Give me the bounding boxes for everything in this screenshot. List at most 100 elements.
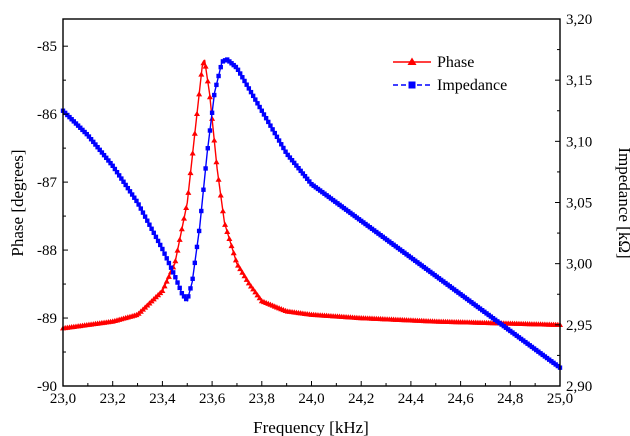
data-point: [196, 228, 202, 234]
data-point: [237, 71, 243, 76]
data-point: [302, 173, 308, 179]
data-point: [185, 189, 192, 195]
data-point: [192, 260, 198, 266]
y-left-tick-label: -85: [37, 39, 57, 55]
y-right-tick-label: 3,20: [566, 12, 592, 28]
data-point: [129, 192, 135, 197]
data-point: [232, 257, 239, 263]
data-point: [204, 78, 211, 84]
data-point: [239, 269, 246, 275]
data-point: [201, 187, 206, 192]
x-tick-label: 25,0: [547, 391, 573, 407]
x-tick-label: 24,4: [398, 391, 425, 407]
legend-impedance-square-icon: [408, 81, 416, 89]
x-tick-label: 23,0: [50, 391, 76, 407]
data-point: [178, 226, 185, 232]
data-point: [298, 168, 303, 174]
data-point: [101, 152, 107, 158]
data-point: [244, 82, 249, 87]
data-point: [161, 283, 168, 289]
data-point: [256, 295, 263, 301]
data-point: [194, 244, 200, 250]
data-point: [237, 265, 244, 272]
data-point: [200, 60, 207, 66]
data-point: [187, 169, 194, 176]
y-left-tick-label: -90: [37, 379, 57, 395]
data-point: [235, 262, 242, 268]
data-point: [163, 278, 170, 284]
x-tick-label: 23,2: [100, 391, 126, 407]
data-point: [165, 273, 172, 279]
data-point: [159, 287, 166, 294]
x-axis-title: Frequency [kHz]: [253, 418, 369, 436]
data-point: [136, 202, 141, 207]
legend-phase-label: Phase: [437, 54, 474, 71]
data-point: [216, 73, 221, 79]
data-point: [212, 92, 217, 98]
x-tick-label: 23,6: [199, 391, 226, 407]
y-left-tick-label: -86: [37, 107, 57, 123]
data-point: [255, 101, 260, 106]
data-point: [145, 218, 150, 223]
data-point: [248, 89, 254, 95]
data-point: [173, 275, 178, 280]
data-point: [287, 155, 293, 160]
data-point: [215, 176, 222, 182]
x-tick-label: 24,6: [447, 391, 474, 407]
data-point: [181, 294, 187, 299]
data-point: [153, 234, 159, 240]
data-point: [266, 119, 271, 125]
data-point: [179, 290, 185, 296]
data-point: [199, 208, 204, 214]
data-point: [257, 104, 262, 110]
series-line: [62, 58, 561, 369]
y-left-tick-label: -87: [37, 175, 57, 191]
data-point: [158, 242, 163, 248]
data-point: [84, 131, 89, 137]
data-point: [155, 238, 161, 244]
data-point: [263, 115, 269, 121]
data-point: [119, 176, 124, 181]
data-point: [252, 289, 259, 295]
data-point: [268, 123, 273, 128]
x-tick-label: 24,0: [298, 391, 324, 407]
data-point: [177, 285, 182, 291]
data-point: [188, 286, 193, 291]
data-point: [209, 110, 215, 115]
data-point: [281, 145, 286, 151]
data-point: [171, 270, 176, 275]
y-right-tick-label: 3,00: [566, 257, 592, 273]
data-point: [193, 110, 200, 117]
data-point: [205, 146, 210, 151]
x-tick-label: 23,8: [249, 391, 275, 407]
data-point: [211, 137, 218, 143]
data-point: [240, 75, 245, 80]
data-point: [196, 91, 203, 97]
data-point: [121, 179, 126, 184]
data-point: [181, 215, 188, 221]
data-point: [186, 294, 191, 299]
data-point: [259, 108, 264, 113]
data-point: [214, 82, 219, 88]
data-point: [296, 165, 301, 171]
data-point: [147, 222, 152, 227]
data-point: [235, 67, 241, 72]
y-right-tick-label: 2,95: [566, 318, 592, 334]
x-tick-label: 24,8: [497, 391, 523, 407]
data-point: [172, 258, 179, 264]
data-point: [276, 138, 282, 143]
data-point: [183, 296, 189, 302]
data-point: [230, 250, 237, 256]
y-right-tick-label: 2,90: [566, 379, 592, 395]
series-phase: [60, 59, 563, 331]
data-point: [123, 182, 128, 188]
y-left-tick-label: -88: [37, 243, 57, 259]
legend: Phase Impedance: [393, 54, 507, 94]
data-point: [125, 185, 131, 191]
data-point: [132, 195, 137, 200]
data-point: [304, 176, 310, 182]
series-line: [62, 59, 561, 329]
data-point: [217, 192, 224, 198]
data-point: [307, 179, 312, 184]
data-point: [226, 235, 233, 242]
